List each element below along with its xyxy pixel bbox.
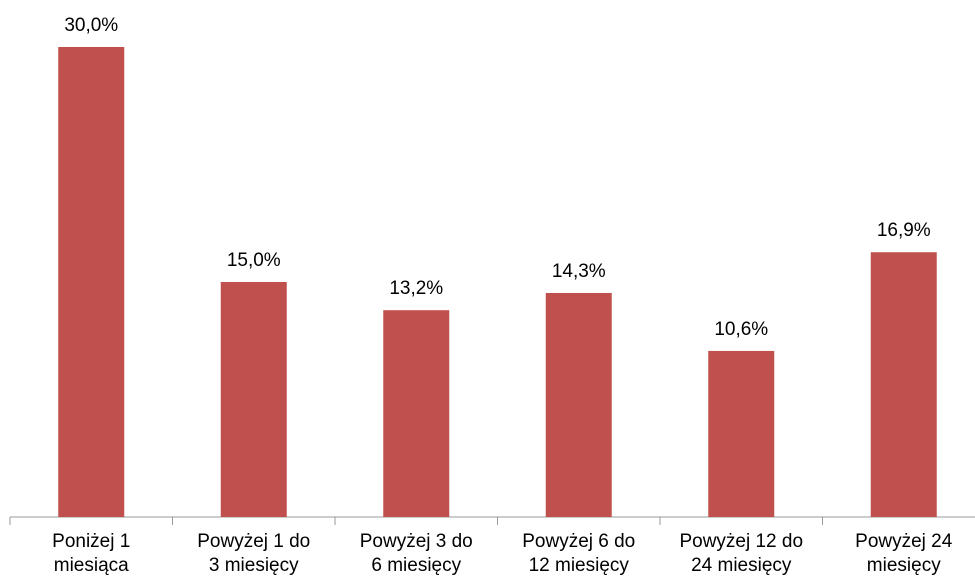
data-label: 30,0% <box>64 15 118 36</box>
data-label: 16,9% <box>877 220 931 241</box>
data-label: 10,6% <box>714 319 768 340</box>
data-label: 15,0% <box>227 250 281 271</box>
x-tick-label: Poniżej 1 miesiąca <box>52 531 131 576</box>
bar <box>383 310 450 517</box>
x-tick-label: Powyżej 24 miesięcy <box>855 531 953 576</box>
bar <box>58 47 125 517</box>
data-label: 14,3% <box>552 261 606 282</box>
bar <box>870 252 937 517</box>
x-tick-label: Powyżej 1 do 3 miesięcy <box>197 531 311 576</box>
x-tick-label: Powyżej 12 do 24 miesięcy <box>679 531 804 576</box>
x-tick-label: Powyżej 3 do 6 miesięcy <box>359 531 473 576</box>
bar <box>708 350 775 517</box>
bar <box>220 282 287 517</box>
x-tick-label: Powyżej 6 do 12 miesięcy <box>522 531 636 576</box>
data-label: 13,2% <box>389 278 443 299</box>
bar <box>545 292 612 517</box>
